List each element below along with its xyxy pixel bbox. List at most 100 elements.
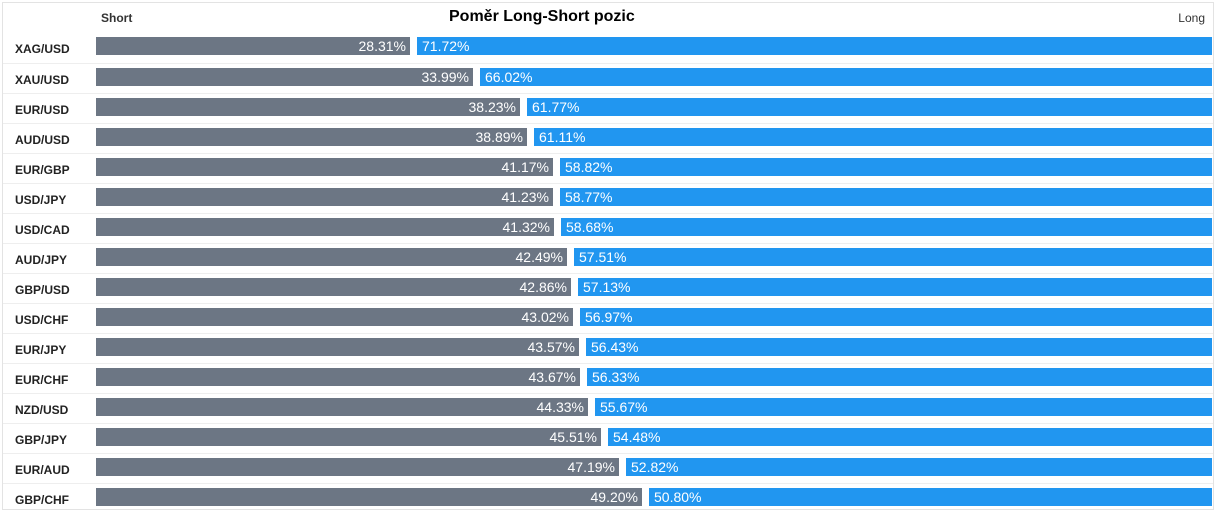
short-value-label: 43.02% xyxy=(521,309,569,325)
long-bar: 58.77% xyxy=(560,188,1212,206)
long-value-label: 57.13% xyxy=(583,279,631,295)
category-label: XAU/USD xyxy=(15,73,70,87)
chart-row: EUR/AUD 47.19% 52.82% xyxy=(3,453,1213,483)
chart-row: AUD/USD 38.89% 61.11% xyxy=(3,123,1213,153)
chart-row: EUR/CHF 43.67% 56.33% xyxy=(3,363,1213,393)
short-value-label: 42.86% xyxy=(519,279,567,295)
chart-row: EUR/USD 38.23% 61.77% xyxy=(3,93,1213,123)
long-value-label: 58.82% xyxy=(565,159,613,175)
category-label: AUD/USD xyxy=(15,133,70,147)
short-bar: 49.20% xyxy=(96,488,642,506)
long-bar: 56.33% xyxy=(587,368,1212,386)
category-label: EUR/AUD xyxy=(15,463,70,477)
chart-row: GBP/CHF 49.20% 50.80% xyxy=(3,483,1213,513)
short-bar: 41.17% xyxy=(96,158,553,176)
short-value-label: 45.51% xyxy=(549,429,597,445)
chart-row: EUR/GBP 41.17% 58.82% xyxy=(3,153,1213,183)
short-axis-label: Short xyxy=(101,11,133,25)
long-value-label: 56.33% xyxy=(592,369,640,385)
long-value-label: 57.51% xyxy=(579,249,627,265)
category-label: EUR/USD xyxy=(15,103,70,117)
long-bar: 56.43% xyxy=(586,338,1212,356)
chart-row: USD/CAD 41.32% 58.68% xyxy=(3,213,1213,243)
long-bar: 52.82% xyxy=(626,458,1212,476)
short-value-label: 43.67% xyxy=(528,369,576,385)
short-bar: 47.19% xyxy=(96,458,619,476)
chart-row: AUD/JPY 42.49% 57.51% xyxy=(3,243,1213,273)
long-bar: 56.97% xyxy=(580,308,1212,326)
short-value-label: 41.32% xyxy=(502,219,550,235)
short-bar: 33.99% xyxy=(96,68,473,86)
long-value-label: 50.80% xyxy=(654,489,702,505)
long-bar: 71.72% xyxy=(417,37,1212,55)
category-label: USD/JPY xyxy=(15,193,67,207)
category-label: NZD/USD xyxy=(15,403,69,417)
chart-row: XAU/USD 33.99% 66.02% xyxy=(3,63,1213,93)
category-label: USD/CHF xyxy=(15,313,69,327)
short-value-label: 28.31% xyxy=(358,38,406,54)
long-value-label: 58.68% xyxy=(566,219,614,235)
short-value-label: 42.49% xyxy=(515,249,563,265)
chart-row: USD/CHF 43.02% 56.97% xyxy=(3,303,1213,333)
long-bar: 66.02% xyxy=(480,68,1212,86)
chart-title: Poměr Long-Short pozic xyxy=(449,8,635,25)
long-value-label: 52.82% xyxy=(631,459,679,475)
short-bar: 41.23% xyxy=(96,188,553,206)
chart-rows: XAG/USD 28.31% 71.72% XAU/USD 33.99% 66.02% EU… xyxy=(3,33,1213,508)
long-value-label: 58.77% xyxy=(565,189,613,205)
long-value-label: 61.11% xyxy=(539,129,586,145)
short-value-label: 38.89% xyxy=(475,129,523,145)
long-value-label: 71.72% xyxy=(422,38,470,54)
short-value-label: 43.57% xyxy=(527,339,575,355)
short-bar: 42.86% xyxy=(96,278,571,296)
long-bar: 55.67% xyxy=(595,398,1212,416)
short-bar: 38.23% xyxy=(96,98,520,116)
category-label: USD/CAD xyxy=(15,223,70,237)
long-bar: 54.48% xyxy=(608,428,1212,446)
short-bar: 43.57% xyxy=(96,338,579,356)
short-bar: 44.33% xyxy=(96,398,588,416)
short-value-label: 33.99% xyxy=(421,69,469,85)
long-value-label: 54.48% xyxy=(613,429,661,445)
chart-header: Short Poměr Long-Short pozic Long xyxy=(3,3,1213,33)
long-bar: 57.13% xyxy=(578,278,1212,296)
long-value-label: 56.43% xyxy=(591,339,639,355)
short-value-label: 47.19% xyxy=(567,459,615,475)
chart-row: USD/JPY 41.23% 58.77% xyxy=(3,183,1213,213)
category-label: EUR/JPY xyxy=(15,343,67,357)
long-bar: 61.77% xyxy=(527,98,1212,116)
short-bar: 38.89% xyxy=(96,128,527,146)
category-label: GBP/USD xyxy=(15,283,70,297)
short-value-label: 49.20% xyxy=(590,489,638,505)
short-value-label: 41.17% xyxy=(501,159,549,175)
long-bar: 61.11% xyxy=(534,128,1212,146)
category-label: XAG/USD xyxy=(15,42,70,56)
short-bar: 41.32% xyxy=(96,218,554,236)
category-label: GBP/JPY xyxy=(15,433,68,447)
category-label: AUD/JPY xyxy=(15,253,68,267)
long-bar: 50.80% xyxy=(649,488,1212,506)
short-bar: 45.51% xyxy=(96,428,601,446)
long-value-label: 66.02% xyxy=(485,69,533,85)
long-value-label: 55.67% xyxy=(600,399,648,415)
long-value-label: 61.77% xyxy=(532,99,580,115)
category-label: GBP/CHF xyxy=(15,493,69,507)
short-bar: 43.02% xyxy=(96,308,573,326)
chart-row: XAG/USD 28.31% 71.72% xyxy=(3,33,1213,63)
category-label: EUR/GBP xyxy=(15,163,70,177)
long-bar: 58.68% xyxy=(561,218,1212,236)
short-bar: 42.49% xyxy=(96,248,567,266)
category-label: EUR/CHF xyxy=(15,373,69,387)
long-bar: 58.82% xyxy=(560,158,1212,176)
short-value-label: 44.33% xyxy=(536,399,584,415)
short-value-label: 38.23% xyxy=(468,99,516,115)
chart-row: EUR/JPY 43.57% 56.43% xyxy=(3,333,1213,363)
chart-row: GBP/JPY 45.51% 54.48% xyxy=(3,423,1213,453)
short-value-label: 41.23% xyxy=(501,189,549,205)
long-axis-label: Long xyxy=(1178,11,1205,25)
short-bar: 43.67% xyxy=(96,368,580,386)
short-bar: 28.31% xyxy=(96,37,410,55)
long-value-label: 56.97% xyxy=(585,309,633,325)
chart-row: GBP/USD 42.86% 57.13% xyxy=(3,273,1213,303)
